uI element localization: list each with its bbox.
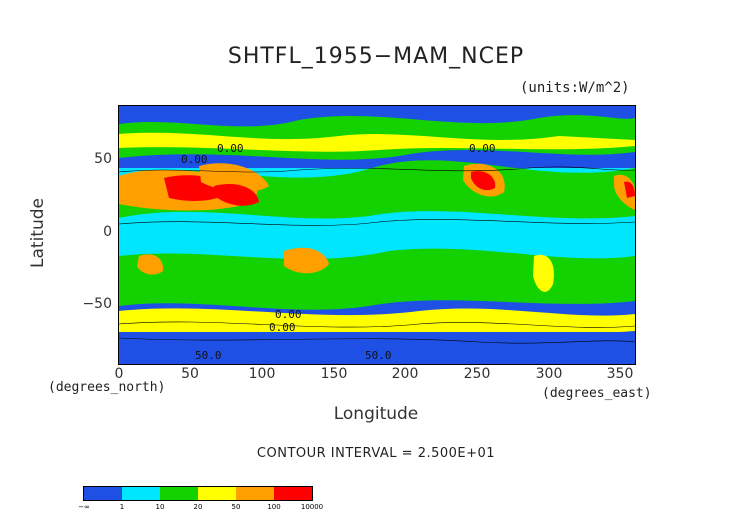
- y-axis-label: Latitude: [28, 198, 48, 268]
- contour-line: [119, 219, 635, 226]
- colorbar-segment: [274, 487, 312, 500]
- y-tick-label: −50: [82, 296, 112, 312]
- colorbar-label: 10000: [300, 503, 324, 511]
- colorbar-segment: [84, 487, 122, 500]
- colorbar-segment: [122, 487, 160, 500]
- x-tick-label: 150: [320, 366, 348, 382]
- contour-value-label: 0.00: [469, 142, 496, 155]
- contour-interval: CONTOUR INTERVAL = 2.500E+01: [256, 446, 496, 461]
- contour-value-label: 0.00: [181, 153, 208, 166]
- colorbar-label: 100: [267, 503, 281, 511]
- y-unit-note: (degrees_north): [48, 380, 166, 395]
- contour-value-label: 0.00: [275, 308, 302, 321]
- x-tick-label: 100: [248, 366, 276, 382]
- units-label: (units:W/m^2): [520, 80, 630, 96]
- contour-value-label: 0.00: [269, 321, 296, 334]
- x-tick-label: 250: [463, 366, 491, 382]
- field-band: [119, 132, 635, 152]
- field-patch: [624, 181, 635, 198]
- field-band: [119, 248, 635, 310]
- colorbar-label: −∞: [78, 503, 90, 511]
- x-tick-label: 350: [606, 366, 634, 382]
- contour-line: [119, 166, 635, 173]
- colorbar-label: 50: [231, 503, 241, 511]
- colorbar-label: 1: [119, 503, 125, 511]
- colorbar: [83, 486, 313, 501]
- field-band: [119, 308, 635, 338]
- colorbar-segment: [198, 487, 236, 500]
- heatmap-plot: 0.00 0.00 0.00 0.00 50.0 50.0 0.00: [118, 105, 636, 365]
- contour-value-label: 50.0: [365, 349, 392, 362]
- colorbar-segment: [160, 487, 198, 500]
- field-patch: [533, 254, 554, 292]
- x-tick-label: 300: [535, 366, 563, 382]
- colorbar-label: 10: [155, 503, 165, 511]
- field-patch: [284, 247, 329, 274]
- colorbar-segment: [236, 487, 274, 500]
- contour-line: [119, 337, 635, 344]
- x-tick-label: 0: [114, 366, 124, 382]
- chart-title: SHTFL_1955−MAM_NCEP: [227, 44, 525, 69]
- field-patch: [199, 163, 269, 192]
- field-patch: [471, 171, 496, 191]
- x-tick-label: 50: [181, 366, 199, 382]
- y-tick-label: 50: [94, 151, 112, 167]
- field-patch: [137, 254, 164, 275]
- y-tick-label: 0: [103, 224, 112, 240]
- contour-value-label: 0.00: [217, 142, 244, 155]
- colorbar-label: 20: [193, 503, 203, 511]
- contour-line: [119, 321, 635, 328]
- field-band: [119, 332, 635, 364]
- x-axis-label: Longitude: [333, 404, 419, 424]
- x-unit-note: (degrees_east): [542, 386, 652, 401]
- field-patch: [214, 183, 259, 206]
- x-tick-label: 200: [391, 366, 419, 382]
- contour-value-label: 50.0: [195, 349, 222, 362]
